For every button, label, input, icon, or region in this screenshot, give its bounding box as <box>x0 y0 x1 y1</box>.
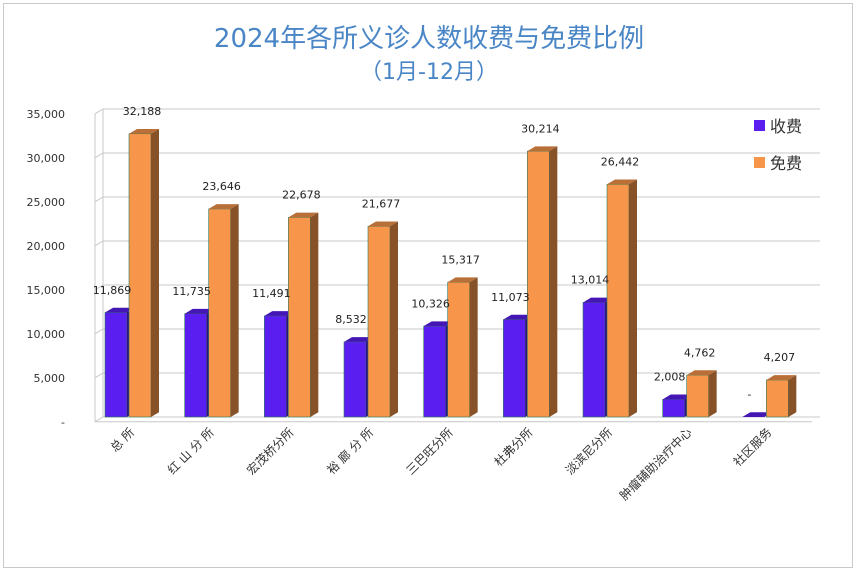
gridline-diag <box>94 284 104 291</box>
bar-free <box>686 374 709 418</box>
bar-top-face <box>288 212 319 218</box>
bar-side-face <box>310 212 319 417</box>
y-tick-label: 15,000 <box>27 284 66 297</box>
data-label: 21,677 <box>362 197 401 210</box>
chart-subtitle: （1月-12月） <box>360 60 498 85</box>
data-label: 4,762 <box>684 346 716 359</box>
gridline-diag <box>94 196 104 203</box>
bar-top-face <box>105 307 135 313</box>
gridline-diag <box>94 328 104 335</box>
gridline-diag <box>94 240 104 247</box>
bar-paid <box>503 319 526 418</box>
legend-swatch <box>754 120 765 131</box>
data-label: 30,214 <box>521 122 560 135</box>
bar-top-face <box>129 128 159 134</box>
bar-top-face <box>686 370 717 376</box>
bar-side-face <box>629 179 637 417</box>
x-tick-label: 宏茂桥分所 <box>243 425 296 478</box>
data-label: 11,073 <box>491 291 530 304</box>
bar-free <box>606 184 630 418</box>
bar-top-face <box>423 321 454 327</box>
bar-side-face <box>390 221 398 417</box>
bar-free <box>288 217 311 418</box>
bar-free <box>128 133 152 418</box>
gridline-diag <box>94 372 104 379</box>
data-label: 32,188 <box>123 105 162 118</box>
x-tick-label: 红 山 分 所 <box>164 425 217 478</box>
data-label: 15,317 <box>441 253 480 266</box>
bar-top-face <box>344 337 374 342</box>
bar-paid <box>264 315 287 418</box>
gridline-diag <box>94 152 104 159</box>
legend-label: 收费 <box>770 117 802 136</box>
y-tick-label: 5,000 <box>34 372 66 385</box>
bars <box>104 128 797 418</box>
data-labels: 11,869 32,188 11,735 23,646 11,491 22,678 8,53… <box>93 105 795 401</box>
y-tick-label: 30,000 <box>27 152 66 165</box>
bar-top-face <box>583 297 613 303</box>
bar-top-face <box>527 146 558 152</box>
bar-top-face <box>264 311 295 316</box>
bar-side-face <box>549 146 558 417</box>
data-label: 10,326 <box>411 297 450 310</box>
data-label: 11,735 <box>172 285 211 298</box>
bar-paid <box>662 399 685 418</box>
y-tick-label: 35,000 <box>27 108 66 121</box>
bar-paid <box>184 313 207 418</box>
bar-paid <box>423 325 446 418</box>
bar-free <box>447 281 470 418</box>
data-label: 4,207 <box>764 351 796 364</box>
bar-top-face <box>447 277 478 283</box>
bar-paid <box>582 302 606 418</box>
data-label: 22,678 <box>282 189 321 202</box>
legend-label: 免费 <box>770 154 802 173</box>
x-tick-label: 肿瘤辅助治疗中心 <box>616 425 694 503</box>
data-label: 11,869 <box>93 284 132 297</box>
bar-free <box>766 379 789 418</box>
bar-top-face <box>368 221 398 227</box>
bar-top-face <box>503 314 534 320</box>
bar-side-face <box>469 277 478 417</box>
bar-paid <box>104 312 128 418</box>
bar-free <box>208 208 231 418</box>
y-tick-label: 10,000 <box>27 328 66 341</box>
bar-top-face <box>662 394 693 400</box>
data-label: 13,014 <box>571 274 610 287</box>
bar-top-face <box>208 204 239 209</box>
bar-top-face <box>766 375 797 380</box>
legend-swatch <box>754 157 765 168</box>
x-tick-label: 裕 廊 分 所 <box>323 425 376 478</box>
bar-free <box>527 150 550 418</box>
data-label: - <box>747 388 751 401</box>
bar-paid <box>343 341 367 418</box>
bar-side-face <box>230 204 239 417</box>
data-label: 11,491 <box>252 287 291 300</box>
bar-free <box>367 225 391 418</box>
data-label: 23,646 <box>202 180 241 193</box>
data-label: 2,008 <box>654 371 686 384</box>
gridline-diag <box>94 108 104 115</box>
x-tick-label: 杜弗分所 <box>491 425 536 470</box>
gridline-diag <box>94 416 104 423</box>
x-tick-label: 淡滨尼分所 <box>562 425 615 478</box>
bar-side-face <box>788 375 797 417</box>
y-tick-label: - <box>61 416 65 429</box>
bar-top-face <box>607 179 637 185</box>
x-tick-label: 社区服务 <box>730 425 775 470</box>
x-tick-label: 三巴旺分所 <box>403 425 455 477</box>
bar-side-face <box>151 128 159 417</box>
x-tick-label: 总 所 <box>108 425 138 455</box>
bar-side-face <box>708 370 717 417</box>
bar-top-face <box>184 308 215 314</box>
chart-title: 2024年各所义诊人数收费与免费比例 <box>213 24 645 54</box>
y-tick-label: 25,000 <box>27 196 66 209</box>
y-tick-label: 20,000 <box>27 240 66 253</box>
data-label: 26,442 <box>601 156 640 169</box>
data-label: 8,532 <box>335 313 367 326</box>
bar-top-face <box>742 412 773 417</box>
